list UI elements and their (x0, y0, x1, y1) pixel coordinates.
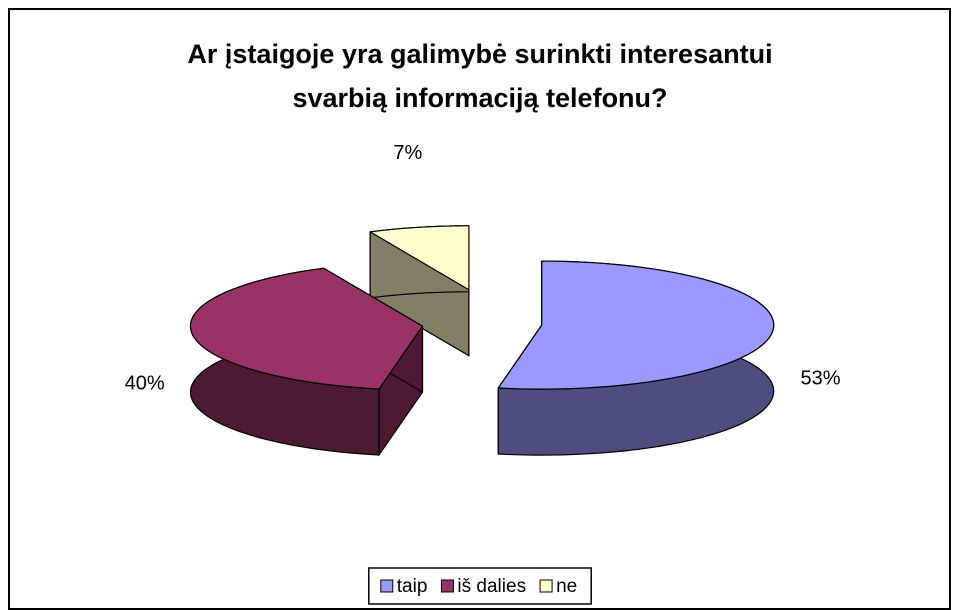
chart-title: Ar įstaigoje yra galimybė surinkti inter… (187, 39, 772, 69)
slice (189, 267, 424, 390)
chart-title: svarbią informaciją telefonu? (292, 83, 667, 113)
legend-label: ne (556, 576, 577, 597)
legend-swatch (539, 579, 553, 593)
legend-label: taip (397, 576, 428, 597)
slice (369, 225, 470, 291)
legend-label: iš dalies (457, 576, 526, 597)
chart-frame (8, 8, 951, 610)
slice (497, 260, 775, 390)
data-label: 40% (125, 372, 165, 394)
legend: taip iš dalies ne (368, 567, 592, 605)
pie: 7% 53% 40% (125, 142, 841, 456)
data-label: 7% (393, 142, 422, 164)
legend-swatch (440, 579, 454, 593)
legend-box (368, 567, 592, 605)
legend-swatch (380, 579, 394, 593)
data-label: 53% (800, 368, 840, 390)
